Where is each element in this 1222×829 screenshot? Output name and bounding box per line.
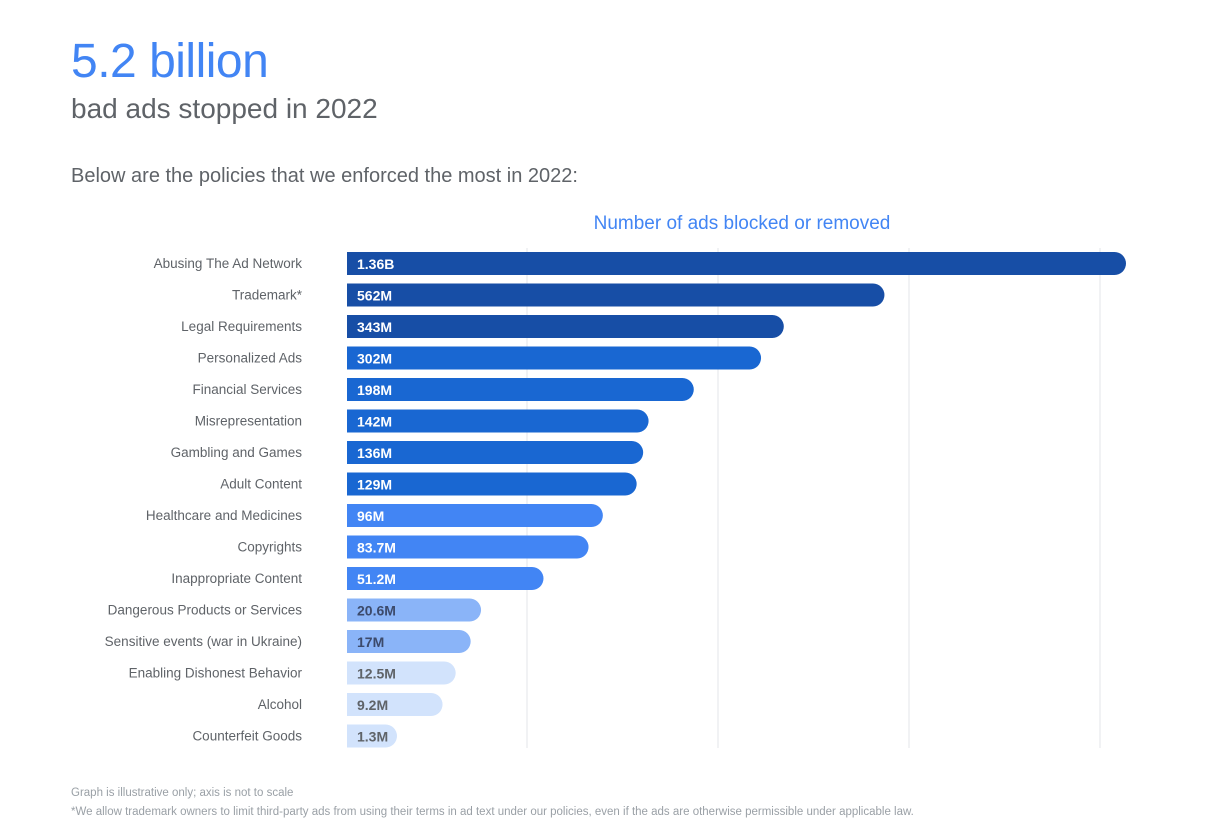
- bar: [347, 441, 644, 464]
- bar: [347, 567, 544, 590]
- bar-left-edge: [347, 472, 359, 496]
- bar-left-edge: [347, 535, 359, 559]
- footnote-scale: Graph is illustrative only; axis is not …: [71, 787, 294, 799]
- category-label: Gambling and Games: [171, 445, 303, 460]
- data-label: 96M: [357, 508, 384, 524]
- bar-left-edge: [347, 441, 359, 464]
- bar-left-edge: [347, 504, 359, 527]
- bar: [347, 378, 694, 401]
- data-label: 9.2M: [357, 697, 388, 713]
- bar-left-edge: [347, 283, 359, 307]
- category-label: Adult Content: [220, 477, 302, 492]
- bar: [347, 315, 784, 338]
- bar-left-edge: [347, 724, 359, 748]
- bar-left-edge: [347, 378, 359, 401]
- data-label: 562M: [357, 288, 392, 304]
- category-label: Dangerous Products or Services: [108, 603, 303, 618]
- bar: [347, 504, 603, 527]
- category-label: Healthcare and Medicines: [146, 508, 302, 523]
- bar-left-edge: [347, 409, 359, 433]
- data-label: 20.6M: [357, 603, 396, 619]
- bar-left-edge: [347, 630, 359, 653]
- data-label: 142M: [357, 414, 392, 430]
- category-label: Inappropriate Content: [171, 571, 302, 586]
- subheadline: bad ads stopped in 2022: [71, 93, 378, 124]
- bar-left-edge: [347, 346, 359, 370]
- category-label: Counterfeit Goods: [192, 729, 302, 744]
- bar: [347, 693, 443, 716]
- data-label: 136M: [357, 445, 392, 461]
- headline: 5.2 billion: [71, 35, 269, 88]
- bar: [347, 535, 589, 559]
- data-label: 1.3M: [357, 729, 388, 745]
- bar-left-edge: [347, 598, 359, 622]
- bar: [347, 724, 397, 748]
- footnote-trademark: *We allow trademark owners to limit thir…: [71, 806, 914, 818]
- bar: [347, 661, 456, 685]
- category-label: Enabling Dishonest Behavior: [129, 666, 303, 681]
- category-label: Financial Services: [192, 382, 302, 397]
- data-label: 12.5M: [357, 666, 396, 682]
- bar: [347, 409, 649, 433]
- data-label: 17M: [357, 634, 384, 650]
- chart-title: Number of ads blocked or removed: [593, 213, 891, 234]
- bar-left-edge: [347, 252, 359, 275]
- intro-text: Below are the policies that we enforced …: [71, 165, 578, 187]
- bar: [347, 283, 885, 307]
- data-label: 129M: [357, 477, 392, 493]
- category-label: Misrepresentation: [195, 414, 302, 429]
- bar-left-edge: [347, 567, 359, 590]
- category-label: Alcohol: [258, 697, 302, 712]
- data-label: 51.2M: [357, 571, 396, 587]
- bar-left-edge: [347, 315, 359, 338]
- category-label: Sensitive events (war in Ukraine): [105, 634, 302, 649]
- bar: [347, 630, 471, 653]
- category-label: Abusing The Ad Network: [154, 256, 303, 271]
- data-label: 198M: [357, 382, 392, 398]
- bar-left-edge: [347, 661, 359, 685]
- bar-left-edge: [347, 693, 359, 716]
- category-label: Copyrights: [237, 540, 302, 555]
- bar: [347, 252, 1126, 275]
- category-label: Legal Requirements: [181, 319, 302, 334]
- bar: [347, 346, 762, 370]
- data-label: 302M: [357, 351, 392, 367]
- category-label: Trademark*: [232, 288, 303, 303]
- data-label: 1.36B: [357, 256, 394, 272]
- bar: [347, 598, 482, 622]
- data-label: 343M: [357, 319, 392, 335]
- bar: [347, 472, 637, 496]
- data-label: 83.7M: [357, 540, 396, 556]
- category-label: Personalized Ads: [198, 351, 303, 366]
